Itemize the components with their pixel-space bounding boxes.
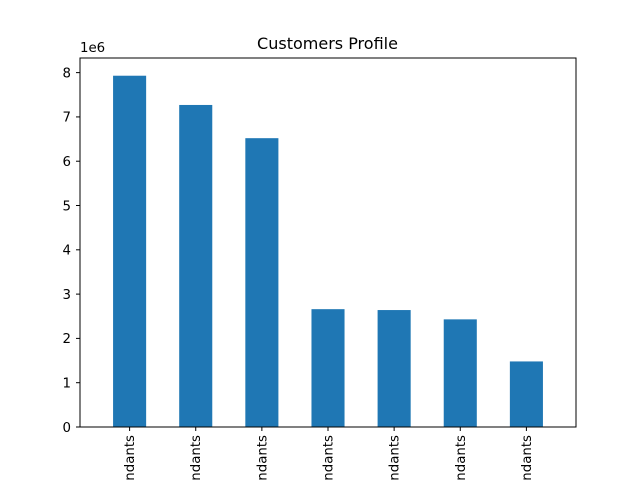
bar-1	[113, 75, 147, 427]
bar-7	[509, 361, 543, 427]
x-tick-label-5: ndants	[388, 435, 403, 480]
y-tick-label-4: 4	[63, 244, 71, 259]
x-tick-label-6: ndants	[454, 435, 469, 480]
x-tick-label-1: ndants	[123, 435, 138, 480]
bars-layer	[113, 75, 543, 428]
bar-2	[179, 104, 213, 428]
axes-frame	[79, 57, 577, 428]
x-axis: ndants ndants ndants ndants ndants ndants ndan…	[123, 427, 535, 480]
y-tick-label-2: 2	[63, 332, 71, 347]
y-tick-label-8: 8	[63, 66, 71, 81]
bar-5	[377, 310, 411, 427]
x-tick-label-7: ndants	[520, 435, 535, 480]
y-tick-label-3: 3	[63, 288, 71, 303]
x-tick-label-3: ndants	[255, 435, 270, 480]
y-tick-label-1: 1	[63, 377, 71, 392]
y-tick-label-5: 5	[63, 199, 71, 214]
y-tick-label-6: 6	[63, 155, 71, 170]
chart-title: Customers Profile	[257, 34, 398, 53]
y-tick-label-7: 7	[63, 111, 71, 126]
x-tick-label-4: ndants	[322, 435, 337, 480]
y-axis-offset-label: 1e6	[80, 41, 105, 56]
bar-6	[443, 319, 477, 427]
x-tick-label-2: ndants	[189, 435, 204, 480]
y-tick-label-0: 0	[63, 421, 71, 436]
bar-3	[245, 138, 279, 427]
y-axis: 0 1 2 3 4 5 6 7 8	[63, 66, 80, 436]
bar-4	[311, 309, 345, 427]
